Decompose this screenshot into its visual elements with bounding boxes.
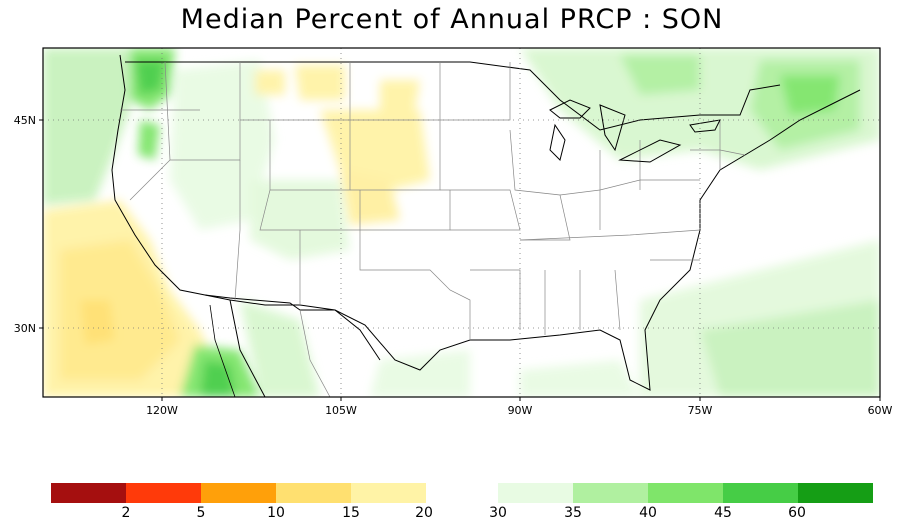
boundaries <box>111 54 861 397</box>
lon-tick-60w: 60W <box>868 404 893 417</box>
legend-label: 35 <box>564 505 582 521</box>
map-frame <box>42 47 881 398</box>
lon-tick-120w: 120W <box>146 404 178 417</box>
legend-swatch-wet-2 <box>573 483 648 503</box>
legend-label: 5 <box>196 505 206 521</box>
legend-label: 40 <box>639 505 657 521</box>
legend-swatch-dry-1 <box>51 483 126 503</box>
legend-swatch-dry-4 <box>276 483 351 503</box>
legend-swatch-wet-3 <box>648 483 723 503</box>
legend-label: 10 <box>267 505 285 521</box>
legend-label: 2 <box>121 505 131 521</box>
lat-tick-45n: 45N <box>14 114 36 127</box>
legend-swatch-wet-4 <box>723 483 798 503</box>
map-title: Median Percent of Annual PRCP : SON <box>180 4 724 35</box>
legend-swatch-wet-5 <box>798 483 873 503</box>
lon-tick-75w: 75W <box>688 404 713 417</box>
legend-swatch-dry-2 <box>126 483 201 503</box>
legend-swatch-wet-1 <box>498 483 573 503</box>
legend-label: 20 <box>415 505 433 521</box>
legend-label: 15 <box>342 505 360 521</box>
graticule <box>43 48 880 397</box>
legend-swatch-dry-5 <box>351 483 426 503</box>
legend-label: 30 <box>489 505 507 521</box>
lon-tick-105w: 105W <box>325 404 357 417</box>
lat-tick-30n: 30N <box>14 322 36 335</box>
precip-shading <box>43 48 880 397</box>
legend-swatch-dry-3 <box>201 483 276 503</box>
lon-tick-90w: 90W <box>508 404 533 417</box>
legend-label: 45 <box>714 505 732 521</box>
legend-label: 60 <box>788 505 806 521</box>
